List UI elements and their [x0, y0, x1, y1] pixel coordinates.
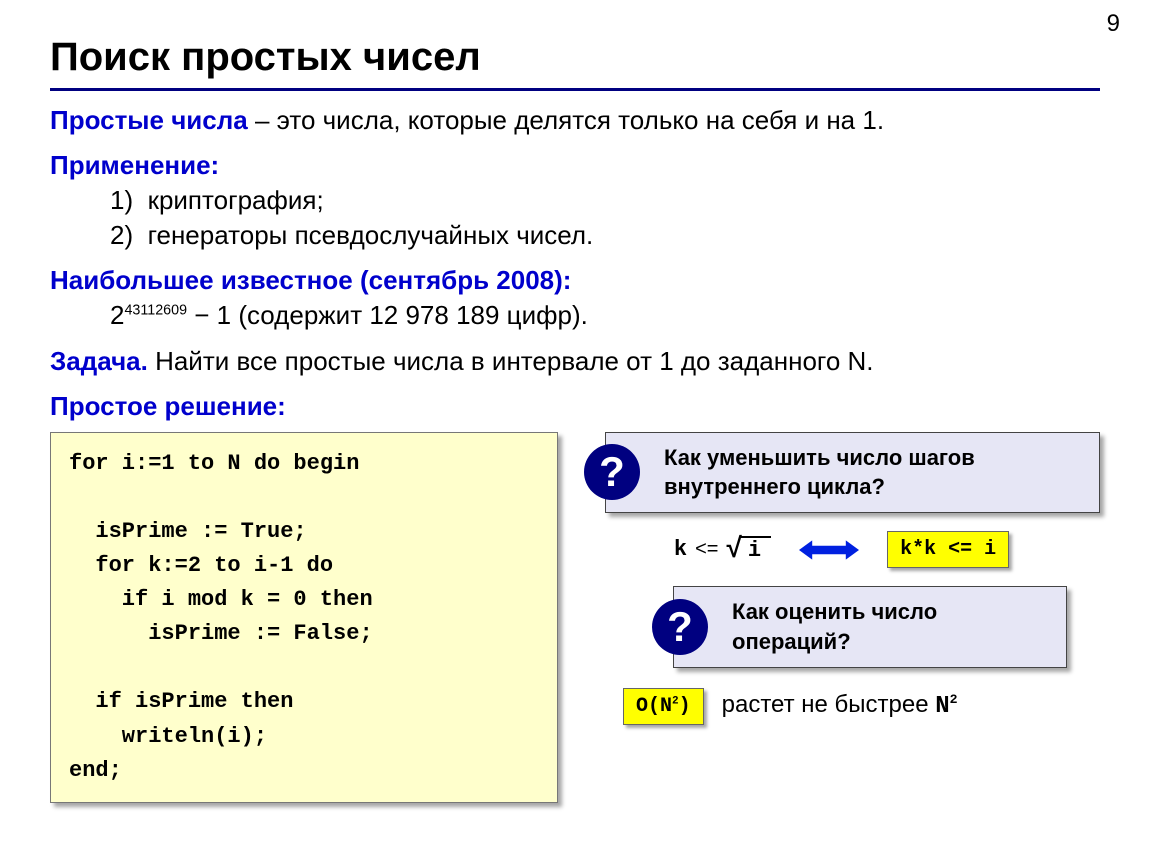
task-line: Задача. Найти все простые числа в интерв…: [50, 344, 1100, 379]
growth-text: растет не быстрее N2: [722, 689, 958, 723]
complexity-chip: O(N2): [623, 688, 704, 725]
math-equivalence: k <= √ i k*k <= i: [583, 531, 1100, 568]
largest-base: 2: [110, 300, 124, 330]
largest-exponent: 43112609: [124, 303, 187, 319]
question-mark-icon: ?: [584, 444, 640, 500]
title-divider: [50, 88, 1100, 91]
question-1-text: Как уменьшить число шагов внутреннего ци…: [664, 443, 1085, 502]
list-number: 1): [110, 185, 133, 215]
application-heading: Применение:: [50, 148, 1100, 183]
right-column: ? Как уменьшить число шагов внутреннего …: [583, 432, 1100, 725]
task-heading: Задача.: [50, 346, 148, 376]
math-k: k: [674, 535, 687, 565]
largest-value: 243112609 − 1 (содержит 12 978 189 цифр)…: [110, 298, 1100, 333]
list-text: криптография;: [148, 185, 324, 215]
radicand: i: [740, 536, 771, 564]
solution-row: for i:=1 to N do begin isPrime := True; …: [50, 432, 1100, 803]
solution-heading: Простое решение:: [50, 389, 1100, 424]
growth-phrase: растет не быстрее: [722, 691, 936, 718]
math-left: k <= √ i: [674, 535, 771, 565]
complexity-chip-exp: 2: [672, 695, 679, 707]
definition-text: – это числа, которые делятся только на с…: [248, 105, 884, 135]
list-text: генераторы псевдослучайных чисел.: [148, 220, 594, 250]
question-mark-icon: ?: [652, 599, 708, 655]
question-box-1: ? Как уменьшить число шагов внутреннего …: [605, 432, 1100, 513]
growth-exp: 2: [950, 692, 958, 707]
task-text: Найти все простые числа в интервале от 1…: [148, 346, 874, 376]
application-list: 1) криптография; 2) генераторы псевдослу…: [110, 183, 1100, 253]
math-chip-kki: k*k <= i: [887, 531, 1009, 568]
definition-term: Простые числа: [50, 105, 248, 135]
math-le: <=: [695, 536, 718, 563]
slide-title: Поиск простых чисел: [50, 35, 1100, 80]
sqrt-icon: √ i: [726, 536, 771, 564]
application-item-2: 2) генераторы псевдослучайных чисел.: [110, 218, 1100, 253]
largest-rest: − 1 (содержит 12 978 189 цифр).: [187, 300, 588, 330]
slide-body: Простые числа – это числа, которые делят…: [50, 103, 1100, 803]
question-box-2: ? Как оценить число операций?: [673, 586, 1067, 667]
code-block: for i:=1 to N do begin isPrime := True; …: [50, 432, 558, 803]
application-item-1: 1) криптография;: [110, 183, 1100, 218]
largest-heading: Наибольшее известное (сентябрь 2008):: [50, 263, 1100, 298]
double-arrow-icon: [799, 538, 859, 562]
slide: 9 Поиск простых чисел Простые числа – эт…: [0, 0, 1150, 864]
complexity-chip-text: O(N: [636, 695, 672, 718]
definition-line: Простые числа – это числа, которые делят…: [50, 103, 1100, 138]
complexity-row: O(N2) растет не быстрее N2: [623, 688, 1100, 725]
list-number: 2): [110, 220, 133, 250]
complexity-chip-end: ): [679, 695, 691, 718]
page-number: 9: [1107, 10, 1120, 38]
question-2-text: Как оценить число операций?: [732, 597, 1052, 656]
growth-N: N: [935, 693, 949, 720]
